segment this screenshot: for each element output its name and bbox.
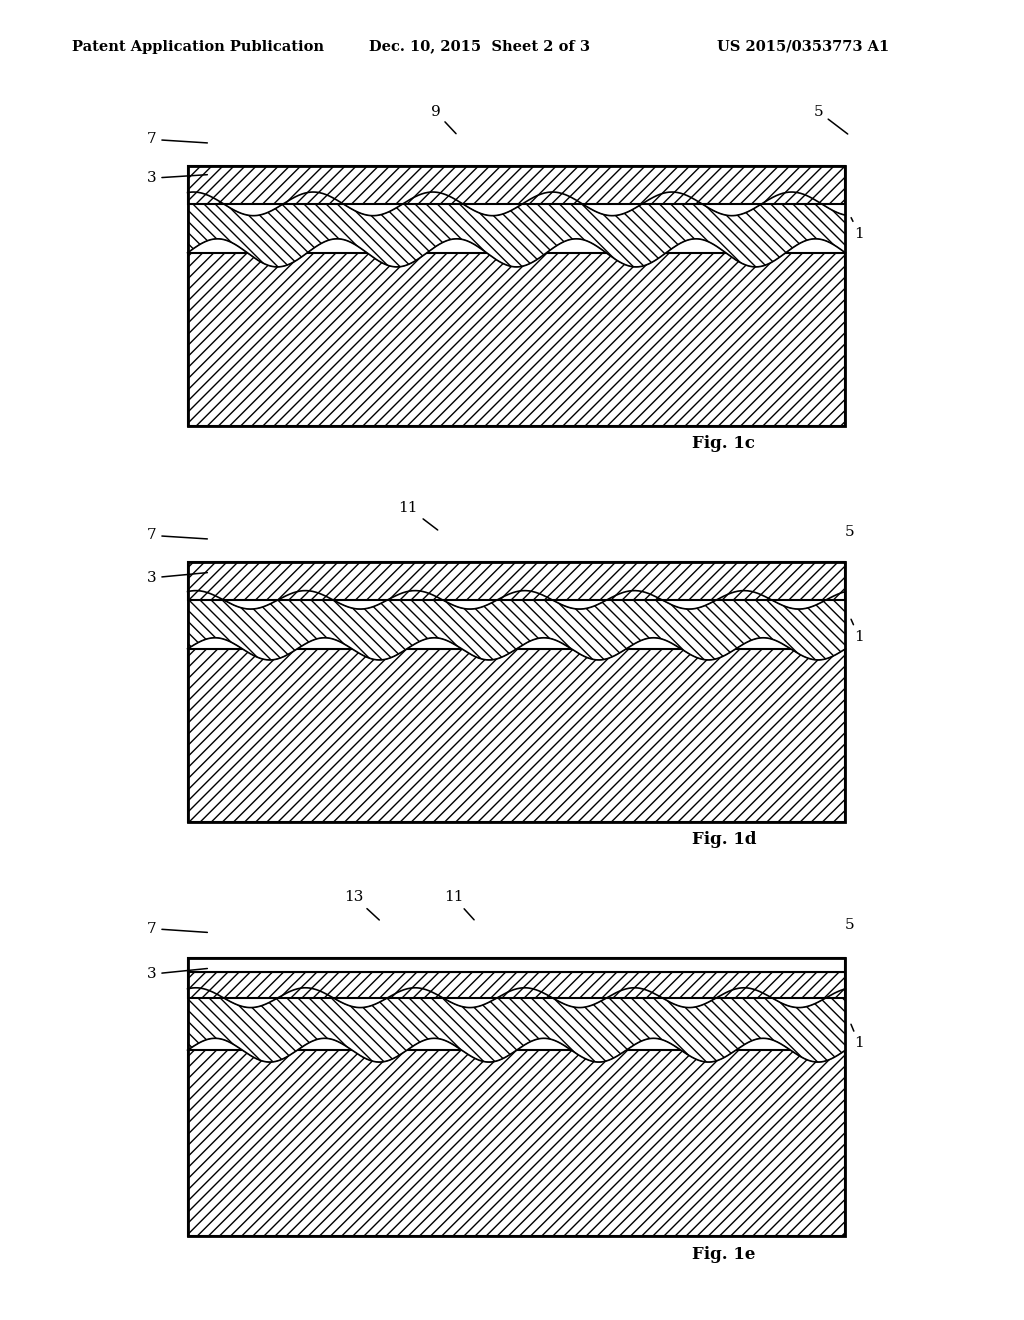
Polygon shape	[187, 987, 846, 1063]
Bar	[187, 166, 846, 426]
Text: 9: 9	[430, 104, 456, 133]
Text: 3: 3	[146, 968, 208, 981]
Text: 5: 5	[814, 104, 848, 135]
Text: Fig. 1d: Fig. 1d	[692, 830, 757, 847]
Text: 3: 3	[146, 172, 207, 185]
Text: 1: 1	[851, 619, 864, 644]
Text: Fig. 1e: Fig. 1e	[692, 1246, 756, 1263]
Bar	[187, 166, 846, 203]
Polygon shape	[187, 590, 846, 660]
Text: 3: 3	[146, 570, 208, 585]
Bar	[187, 253, 846, 426]
Polygon shape	[187, 191, 846, 267]
Bar	[187, 562, 846, 599]
Bar	[187, 562, 846, 822]
Text: 7: 7	[146, 921, 207, 936]
Text: Dec. 10, 2015  Sheet 2 of 3: Dec. 10, 2015 Sheet 2 of 3	[369, 40, 590, 54]
Polygon shape	[187, 987, 846, 1063]
Bar	[187, 972, 846, 998]
Text: 11: 11	[443, 890, 474, 920]
Text: 13: 13	[345, 890, 379, 920]
Text: 5: 5	[845, 917, 855, 932]
Text: 5: 5	[845, 524, 855, 539]
Bar	[187, 649, 846, 822]
Text: 7: 7	[146, 132, 207, 147]
Text: Patent Application Publication: Patent Application Publication	[72, 40, 324, 54]
Bar	[187, 1051, 846, 1236]
Text: 7: 7	[146, 528, 207, 543]
Text: 11: 11	[398, 500, 437, 531]
Text: US 2015/0353773 A1: US 2015/0353773 A1	[717, 40, 889, 54]
Text: Fig. 1c: Fig. 1c	[692, 434, 756, 451]
Bar	[187, 957, 846, 1236]
Text: 1: 1	[851, 218, 864, 240]
Polygon shape	[187, 590, 846, 660]
Bar	[187, 957, 846, 972]
Text: 1: 1	[851, 1024, 864, 1051]
Polygon shape	[187, 191, 846, 267]
